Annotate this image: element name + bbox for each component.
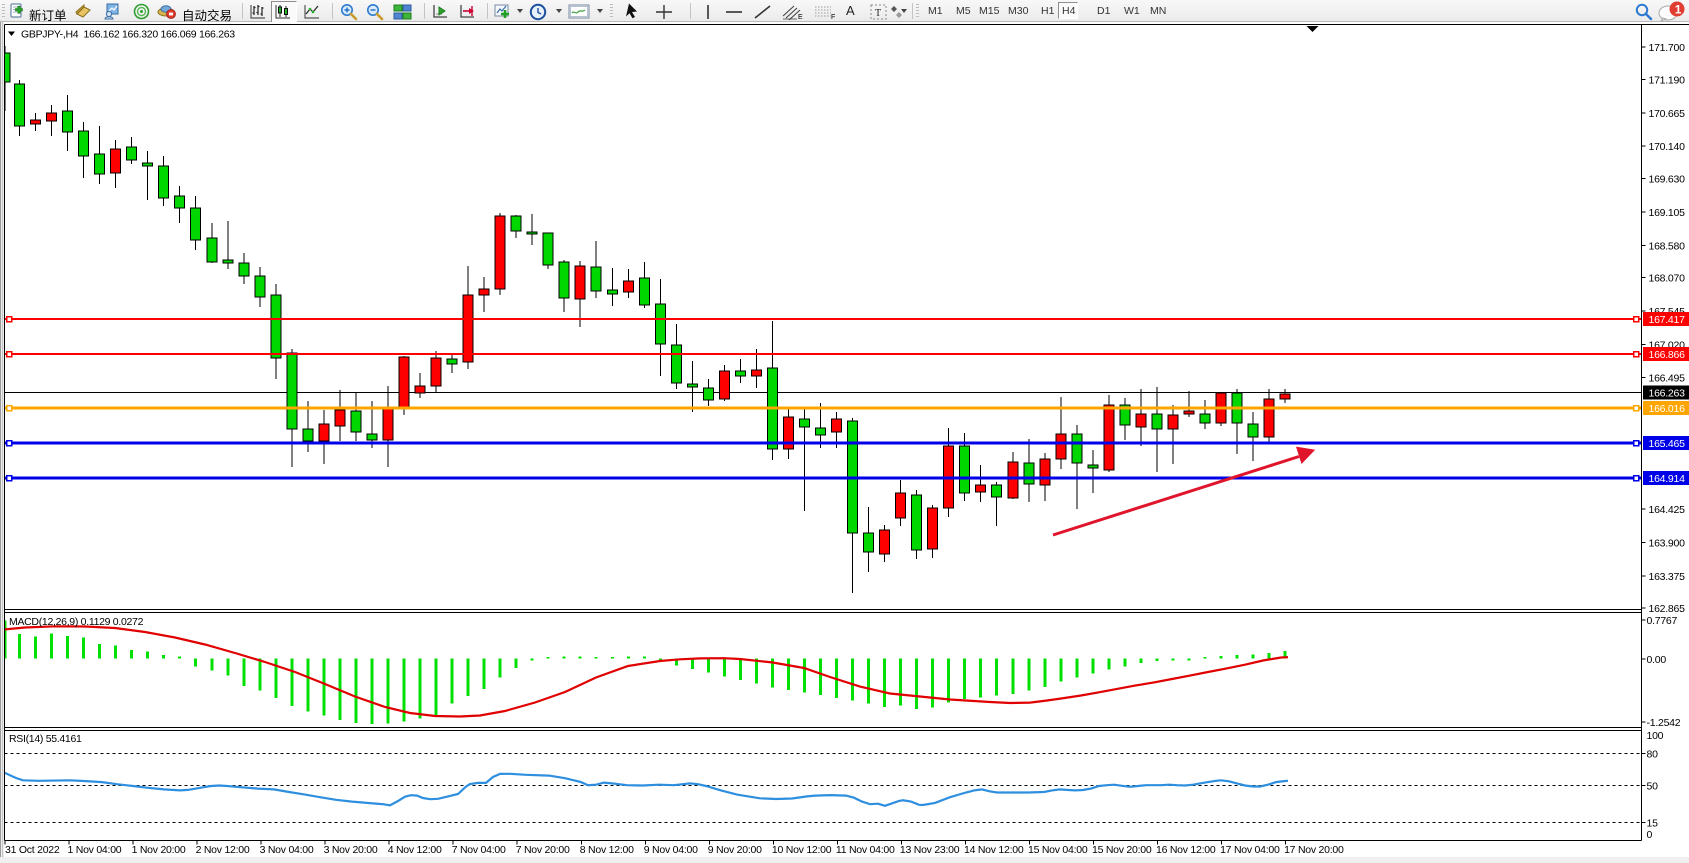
svg-text:9 Nov 20:00: 9 Nov 20:00 (708, 844, 762, 856)
svg-text:10 Nov 12:00: 10 Nov 12:00 (772, 844, 832, 856)
svg-text:MACD(12,26,9) 0.1129 0.0272: MACD(12,26,9) 0.1129 0.0272 (9, 616, 144, 628)
svg-text:8 Nov 12:00: 8 Nov 12:00 (580, 844, 634, 856)
svg-text:169.105: 169.105 (1649, 207, 1686, 219)
svg-text:F: F (831, 14, 835, 21)
svg-text:169.630: 169.630 (1649, 174, 1686, 186)
svg-text:7 Nov 04:00: 7 Nov 04:00 (452, 844, 506, 856)
svg-text:164.914: 164.914 (1649, 473, 1686, 485)
svg-text:1 Nov 04:00: 1 Nov 04:00 (68, 844, 122, 856)
svg-text:4 Nov 12:00: 4 Nov 12:00 (388, 844, 442, 856)
svg-text:168.070: 168.070 (1649, 273, 1686, 285)
svg-text:164.425: 164.425 (1649, 504, 1686, 516)
svg-text:0: 0 (1647, 829, 1653, 841)
svg-text:171.700: 171.700 (1649, 42, 1686, 54)
svg-text:165.465: 165.465 (1649, 438, 1686, 450)
svg-text:50: 50 (1647, 780, 1659, 792)
svg-text:13 Nov 23:00: 13 Nov 23:00 (900, 844, 960, 856)
svg-text:162.865: 162.865 (1649, 603, 1686, 615)
svg-text:T: T (875, 8, 881, 19)
svg-text:E: E (798, 14, 803, 21)
svg-text:11 Nov 04:00: 11 Nov 04:00 (836, 844, 895, 856)
svg-text:16 Nov 12:00: 16 Nov 12:00 (1156, 844, 1216, 856)
svg-text:7 Nov 20:00: 7 Nov 20:00 (516, 844, 570, 856)
svg-text:15 Nov 20:00: 15 Nov 20:00 (1092, 844, 1152, 856)
svg-text:17 Nov 20:00: 17 Nov 20:00 (1284, 844, 1344, 856)
svg-text:166.016: 166.016 (1649, 403, 1686, 415)
svg-text:GBPJPY-,H4 166.162 166.320 16: GBPJPY-,H4 166.162 166.320 166.069 166.2… (21, 29, 235, 41)
svg-text:100: 100 (1647, 730, 1664, 742)
svg-text:17 Nov 04:00: 17 Nov 04:00 (1220, 844, 1280, 856)
svg-text:170.665: 170.665 (1649, 108, 1686, 120)
svg-text:166.263: 166.263 (1649, 387, 1686, 399)
svg-text:1: 1 (1675, 3, 1682, 17)
svg-text:163.900: 163.900 (1649, 538, 1686, 550)
svg-text:15 Nov 04:00: 15 Nov 04:00 (1028, 844, 1088, 856)
svg-text:RSI(14) 55.4161: RSI(14) 55.4161 (9, 733, 82, 745)
svg-text:31 Oct 2022: 31 Oct 2022 (5, 844, 60, 856)
svg-text:9 Nov 04:00: 9 Nov 04:00 (644, 844, 698, 856)
svg-text:14 Nov 12:00: 14 Nov 12:00 (964, 844, 1024, 856)
svg-text:0.00: 0.00 (1647, 654, 1667, 666)
svg-text:170.140: 170.140 (1649, 141, 1686, 153)
svg-text:-1.2542: -1.2542 (1647, 717, 1681, 729)
svg-text:80: 80 (1647, 749, 1659, 761)
svg-text:3 Nov 04:00: 3 Nov 04:00 (260, 844, 314, 856)
svg-text:3 Nov 20:00: 3 Nov 20:00 (324, 844, 378, 856)
svg-text:1 Nov 20:00: 1 Nov 20:00 (132, 844, 186, 856)
svg-text:171.190: 171.190 (1649, 75, 1686, 87)
svg-text:163.375: 163.375 (1649, 571, 1686, 583)
svg-text:166.495: 166.495 (1649, 373, 1686, 385)
svg-text:2 Nov 12:00: 2 Nov 12:00 (196, 844, 250, 856)
svg-text:15: 15 (1647, 818, 1659, 830)
svg-text:166.866: 166.866 (1649, 349, 1686, 361)
svg-text:0.7767: 0.7767 (1647, 615, 1678, 627)
svg-text:168.580: 168.580 (1649, 240, 1686, 252)
svg-text:167.417: 167.417 (1649, 314, 1686, 326)
